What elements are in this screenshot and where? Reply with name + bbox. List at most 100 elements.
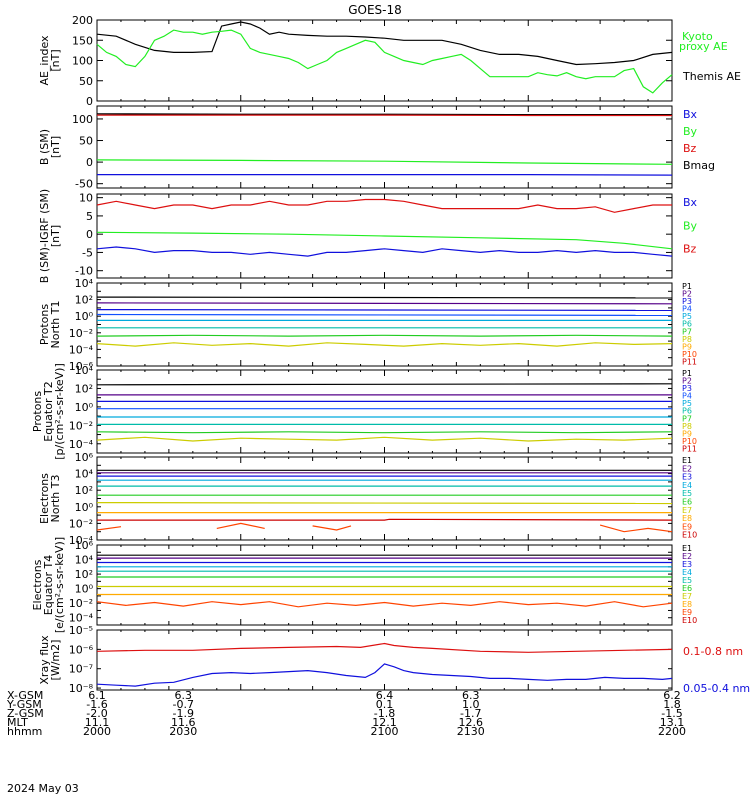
channel-label: E7 [682, 506, 692, 515]
series-line-p3 [96, 309, 673, 311]
series-line-bx [96, 246, 673, 257]
channel-label: P4 [682, 305, 692, 314]
channel-label: E6 [682, 498, 692, 507]
y-tick-label: -10 [75, 265, 93, 278]
ephemeris-value: 1.8 [663, 698, 681, 711]
legend-entry: Themis AE [682, 70, 741, 83]
series-line-p7 [96, 334, 673, 337]
series-line-by [96, 231, 673, 250]
panel-bsm: -50 0 50 100 B (SM)[nT] Bx By Bz Bmag [38, 105, 715, 191]
series-line-e7 [96, 502, 673, 505]
channel-label: P3 [682, 297, 692, 306]
y-tick-label: 10⁻⁸ [69, 682, 94, 695]
y-tick-label: 10⁻² [69, 419, 93, 432]
ephemeris-value: 0.1 [376, 698, 394, 711]
y-tick-label: 50 [79, 75, 93, 88]
channel-label: P4 [682, 392, 692, 401]
y-tick-label: 10² [75, 294, 93, 307]
legend-entry: 0.05-0.4 nm [683, 682, 750, 695]
ephemeris-value: 2000 [83, 725, 111, 738]
y-tick-label: 10⁶ [75, 539, 94, 552]
y-tick-label: 10⁰ [75, 583, 94, 596]
y-tick-label: 100 [72, 55, 93, 68]
y-axis-label: Protons [31, 391, 44, 432]
panel-frame [96, 544, 673, 626]
y-tick-label: 10⁴ [75, 468, 94, 481]
y-tick-label: 10⁻⁵ [69, 624, 93, 637]
y-tick-label: 10² [75, 484, 93, 497]
series-line-p1 [96, 296, 673, 299]
plot-title: GOES-18 [348, 3, 402, 17]
ephemeris-value: -1.5 [661, 707, 682, 720]
series-line-p4 [96, 313, 673, 316]
y-tick-label: 10⁻⁴ [69, 438, 94, 451]
panel-frame [96, 629, 673, 691]
ephemeris-value: 1.0 [462, 698, 480, 711]
channel-label: E5 [682, 576, 692, 585]
channel-label: E9 [682, 522, 692, 531]
series-line-p8 [96, 436, 673, 442]
channel-label: P5 [682, 312, 692, 321]
y-tick-label: 10⁴ [75, 364, 94, 377]
series-line-p8 [96, 342, 673, 347]
channel-label: E10 [682, 531, 697, 540]
channel-label: E8 [682, 600, 692, 609]
y-axis-label: [e/(cm²-s-sr-keV)] [53, 537, 66, 633]
y-axis-label: Equator T4 [42, 555, 55, 615]
panel-xray: 10⁻⁸ 10⁻⁷ 10⁻⁶ 10⁻⁵ Xray flux[W/m2] 0.1-0.8 n… [38, 624, 750, 695]
panel-frame [96, 456, 673, 541]
ephemeris-row-label: MLT [7, 716, 28, 729]
ephemeris-value: 12.6 [459, 716, 484, 729]
y-tick-label: 10 [79, 192, 93, 205]
y-axis-label: North T3 [49, 475, 62, 523]
y-axis-label: [p/(cm²-s-sr-keV)] [53, 363, 66, 460]
legend-entry: Bx [683, 196, 698, 209]
y-axis-label: [W/m2] [49, 640, 62, 681]
channel-label: E9 [682, 608, 692, 617]
channel-label: E2 [682, 464, 692, 473]
channel-label: P7 [682, 327, 692, 336]
series-line-bmag [96, 113, 672, 116]
ephemeris-value: 12.1 [372, 716, 397, 729]
y-axis-label: B (SM)-IGRF (SM) [38, 189, 51, 283]
ephemeris-row-label: hhmm [7, 725, 42, 738]
series-line-0-05-0-4-nm [96, 663, 673, 687]
series-line-e9-segment-2 [216, 522, 265, 529]
ephemeris-value: 6.1 [88, 689, 106, 702]
ephemeris-row-label: Z-GSM [7, 707, 44, 720]
panel-bigrf: -10 -5 0 5 10 B (SM)-IGRF (SM)[nT] Bx By Bz [38, 189, 698, 283]
ephemeris-value: 11.6 [171, 716, 196, 729]
y-tick-label: 0 [86, 95, 93, 108]
channel-label: E3 [682, 560, 692, 569]
y-tick-label: 10⁴ [75, 554, 94, 567]
y-axis-label: B (SM) [38, 129, 51, 165]
y-tick-label: 10⁴ [75, 277, 94, 290]
ephemeris-value: -1.6 [86, 698, 107, 711]
channel-label: E4 [682, 481, 692, 490]
channel-label: E5 [682, 489, 692, 498]
series-line-e9 [96, 601, 673, 608]
channel-label: E4 [682, 568, 692, 577]
channel-label: P2 [682, 290, 692, 299]
channel-label: E6 [682, 584, 692, 593]
y-tick-label: 10⁻⁷ [69, 663, 93, 676]
ephemeris-value: 6.3 [175, 689, 193, 702]
y-axis-label: [nT] [49, 225, 62, 247]
ephemeris-value: -1.7 [460, 707, 481, 720]
channel-label: E1 [682, 544, 692, 553]
channel-label: P10 [682, 437, 697, 446]
series-line-e9-segment-3 [312, 525, 352, 531]
y-axis-label: Electrons [38, 473, 51, 524]
series-line-p7 [96, 431, 673, 434]
series-line-bx [97, 174, 673, 176]
channel-label: E1 [682, 456, 692, 465]
channel-label: E8 [682, 514, 692, 523]
ephemeris-value: 13.1 [660, 716, 685, 729]
channel-label: P6 [682, 320, 692, 329]
series-line-bz [96, 198, 672, 213]
ephemeris-row-label: Y-GSM [6, 698, 42, 711]
